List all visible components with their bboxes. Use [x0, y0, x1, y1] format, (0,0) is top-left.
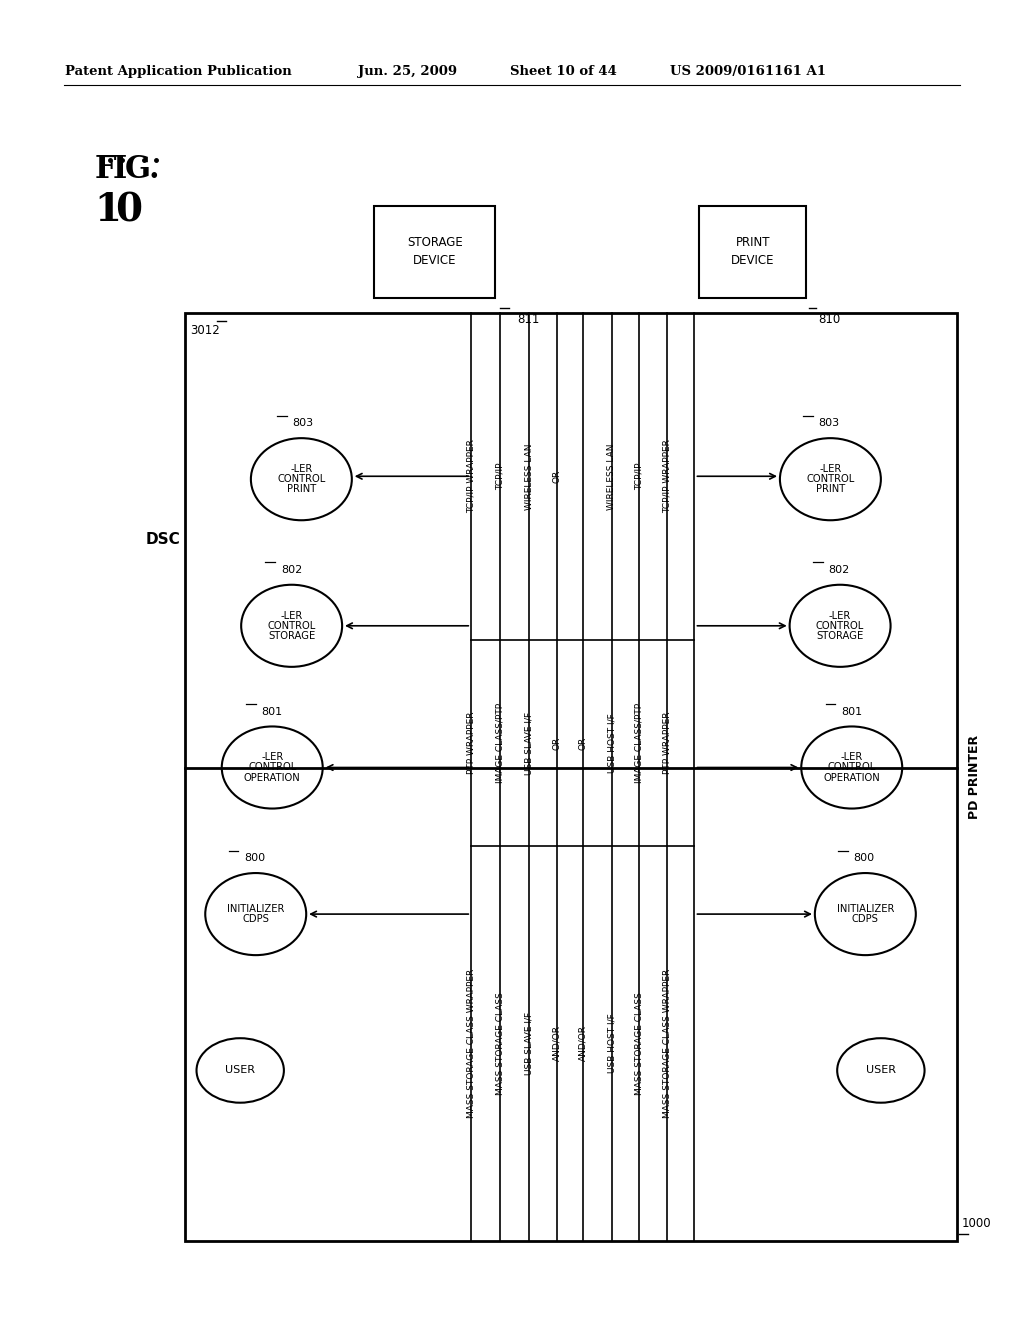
Text: Sheet 10 of 44: Sheet 10 of 44	[510, 65, 616, 78]
Text: OR: OR	[579, 737, 588, 750]
Text: INITIALIZER: INITIALIZER	[227, 904, 285, 913]
Text: OPERATION: OPERATION	[823, 772, 880, 783]
Text: Jun. 25, 2009: Jun. 25, 2009	[357, 65, 457, 78]
Text: US 2009/0161161 A1: US 2009/0161161 A1	[671, 65, 826, 78]
Text: OR: OR	[552, 737, 561, 750]
Text: MASS STORAGE CLASS: MASS STORAGE CLASS	[635, 991, 644, 1094]
Text: -LER: -LER	[819, 463, 842, 474]
Text: CONTROL: CONTROL	[278, 474, 326, 484]
Text: MASS STORAGE CLASS WRAPPER: MASS STORAGE CLASS WRAPPER	[663, 969, 672, 1118]
Text: INITIALIZER: INITIALIZER	[837, 904, 894, 913]
Text: 1: 1	[94, 191, 122, 230]
Text: OPERATION: OPERATION	[244, 772, 301, 783]
Text: TCP/IP WRAPPER: TCP/IP WRAPPER	[467, 440, 476, 513]
Text: STORAGE
DEVICE: STORAGE DEVICE	[407, 236, 463, 268]
Text: IMAGE CLASS/PTP: IMAGE CLASS/PTP	[635, 704, 644, 783]
Text: -LER: -LER	[261, 752, 284, 762]
Text: -LER: -LER	[841, 752, 863, 762]
Text: 803: 803	[293, 418, 313, 429]
Text: CONTROL: CONTROL	[248, 763, 296, 772]
Text: -LER: -LER	[281, 611, 303, 620]
Text: 801: 801	[841, 706, 862, 717]
Text: CONTROL: CONTROL	[827, 763, 876, 772]
Text: PTP WRAPPER: PTP WRAPPER	[663, 711, 672, 775]
Text: USB HOST I/F: USB HOST I/F	[607, 713, 616, 774]
Text: AND/OR: AND/OR	[552, 1026, 561, 1061]
Text: PRINT
DEVICE: PRINT DEVICE	[731, 236, 774, 268]
Text: PD PRINTER: PD PRINTER	[968, 735, 981, 820]
Text: .: .	[148, 154, 160, 185]
Text: WIRELESS LAN: WIRELESS LAN	[525, 444, 534, 510]
Text: USB HOST I/F: USB HOST I/F	[607, 1014, 616, 1073]
Text: TCP/IP WRAPPER: TCP/IP WRAPPER	[663, 440, 672, 513]
Text: G: G	[125, 154, 151, 185]
Text: TCP/IP: TCP/IP	[496, 462, 505, 490]
Text: 1000: 1000	[962, 1217, 991, 1230]
Text: CDPS: CDPS	[852, 915, 879, 924]
Text: STORAGE: STORAGE	[268, 631, 315, 642]
Text: 802: 802	[281, 565, 302, 576]
Text: USER: USER	[866, 1065, 896, 1076]
Text: OR: OR	[552, 470, 561, 483]
Text: 811: 811	[517, 313, 540, 326]
Text: CONTROL: CONTROL	[806, 474, 854, 484]
Text: I: I	[113, 154, 127, 185]
Text: IMAGE CLASS/PTP: IMAGE CLASS/PTP	[496, 704, 505, 783]
Text: 810: 810	[818, 313, 840, 326]
Text: PRINT: PRINT	[287, 484, 316, 495]
Text: 3012: 3012	[189, 325, 219, 337]
Text: PRINT: PRINT	[816, 484, 845, 495]
Text: -LER: -LER	[290, 463, 312, 474]
Text: -LER: -LER	[829, 611, 851, 620]
Text: USB SLAVE I/F: USB SLAVE I/F	[525, 1011, 534, 1074]
Text: 0: 0	[115, 191, 142, 230]
Text: PTP WRAPPER: PTP WRAPPER	[467, 711, 476, 775]
Text: 803: 803	[819, 418, 840, 429]
Bar	[185, 313, 956, 1242]
Text: CDPS: CDPS	[243, 915, 269, 924]
Text: AND/OR: AND/OR	[579, 1026, 588, 1061]
Text: USB SLAVE I/F: USB SLAVE I/F	[525, 711, 534, 775]
Text: F: F	[94, 154, 116, 185]
Text: MASS STORAGE CLASS: MASS STORAGE CLASS	[496, 991, 505, 1094]
Text: USER: USER	[225, 1065, 255, 1076]
Bar	[374, 206, 496, 298]
Text: DSC: DSC	[145, 532, 180, 548]
Bar	[699, 206, 806, 298]
Text: MASS STORAGE CLASS WRAPPER: MASS STORAGE CLASS WRAPPER	[467, 969, 476, 1118]
Text: TCP/IP: TCP/IP	[635, 462, 644, 490]
Text: WIRELESS LAN: WIRELESS LAN	[607, 444, 616, 510]
Text: 801: 801	[261, 706, 283, 717]
Text: Patent Application Publication: Patent Application Publication	[66, 65, 292, 78]
Text: 800: 800	[854, 854, 874, 863]
Text: 802: 802	[828, 565, 850, 576]
Text: 800: 800	[244, 854, 265, 863]
Text: CONTROL: CONTROL	[267, 620, 315, 631]
Text: CONTROL: CONTROL	[816, 620, 864, 631]
Text: STORAGE: STORAGE	[816, 631, 863, 642]
